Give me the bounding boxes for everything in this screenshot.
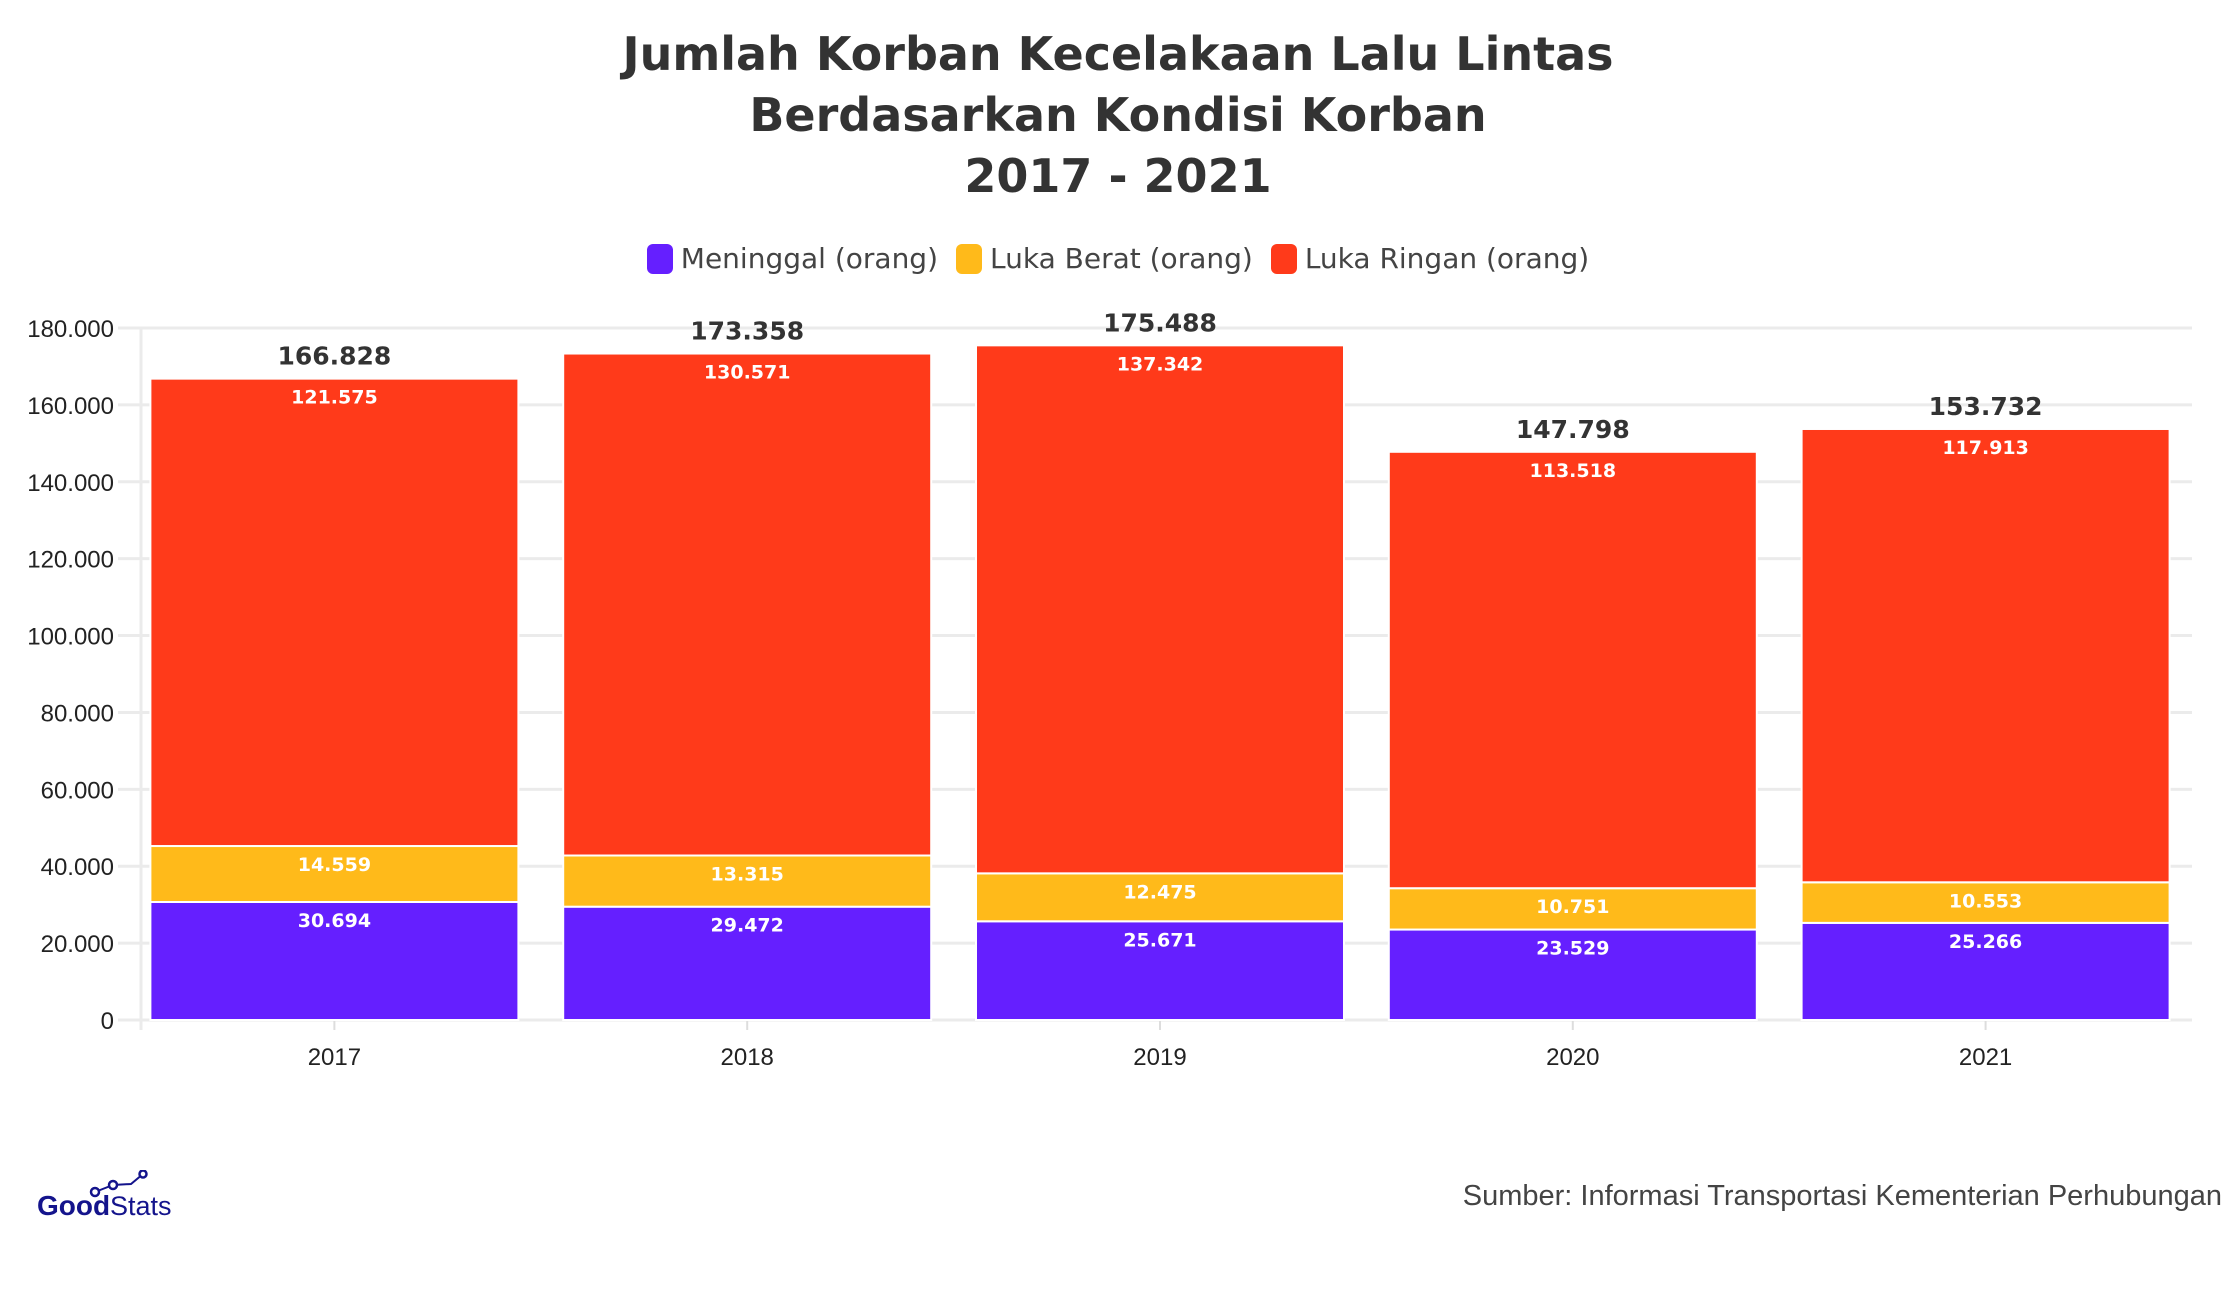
legend-label: Luka Berat (orang): [990, 242, 1253, 275]
data-label: 30.694: [298, 910, 371, 932]
bar-segment-2019-1: [975, 872, 1345, 923]
y-tick-label: 140.000: [27, 470, 114, 497]
stacked-bar-chart: 0 20.000 40.000 60.000 80.000 100.000 120.000 1…: [27, 308, 2192, 1071]
bar-segment-2017-2: [149, 377, 520, 848]
x-tick-label: 2020: [1546, 1044, 1599, 1071]
x-tick-label: 2018: [721, 1044, 774, 1071]
bar-segment-2019-2: [975, 344, 1345, 875]
legend-item-luka-ringan[interactable]: Luka Ringan (orang): [1270, 242, 1590, 275]
data-label: 12.475: [1123, 881, 1196, 903]
data-label: 10.751: [1536, 896, 1609, 918]
bar-segment-2020-1: [1387, 887, 1758, 931]
data-label: 121.575: [291, 387, 378, 409]
data-label: 25.671: [1123, 929, 1196, 951]
y-tick-label: 160.000: [27, 393, 114, 420]
legend-item-meninggal[interactable]: Meninggal (orang): [646, 242, 939, 275]
source-note: Sumber: Informasi Transportasi Kementeri…: [1462, 1180, 2222, 1212]
y-tick-label: 40.000: [41, 854, 114, 881]
total-label: 166.828: [277, 342, 391, 371]
title-line-2: Berdasarkan Kondisi Korban: [749, 88, 1487, 142]
title-line-3: 2017 - 2021: [964, 149, 1272, 203]
data-label: 23.529: [1536, 938, 1609, 960]
y-tick-label: 80.000: [41, 700, 114, 727]
y-tick-label: 100.000: [27, 624, 114, 651]
bar-segment-2021-2: [1800, 427, 2171, 884]
legend: Meninggal (orang) Luka Berat (orang) Luk…: [0, 242, 2236, 275]
x-tick-label: 2019: [1133, 1044, 1186, 1071]
bar-segment-2020-2: [1387, 450, 1758, 890]
title-line-1: Jumlah Korban Kecelakaan Lalu Lintas: [622, 27, 1614, 81]
y-tick-label: 20.000: [41, 931, 114, 958]
data-label: 29.472: [711, 915, 784, 937]
bar-segment-2018-1: [562, 854, 933, 908]
bar-segment-2019-0: [975, 920, 1345, 1021]
legend-label: Meninggal (orang): [680, 242, 939, 275]
y-tick-label: 120.000: [27, 547, 114, 574]
bar-segment-2018-0: [562, 905, 933, 1021]
data-label: 117.913: [1942, 437, 2029, 459]
data-label: 25.266: [1949, 931, 2022, 953]
data-label: 137.342: [1117, 353, 1204, 375]
x-tick-label: 2021: [1959, 1044, 2012, 1071]
total-label: 175.488: [1103, 308, 1217, 337]
y-tick-label: 180.000: [27, 316, 114, 343]
bar-segment-2021-0: [1800, 921, 2171, 1022]
legend-swatch: [956, 243, 983, 274]
bar-segment-2017-1: [149, 845, 520, 903]
bar-segment-2018-2: [562, 352, 933, 857]
svg-text:Stats: Stats: [110, 1191, 172, 1220]
bar-segment-2021-1: [1800, 881, 2171, 924]
total-label: 147.798: [1516, 415, 1630, 444]
bar-segment-2017-0: [149, 900, 520, 1021]
goodstats-logo: Good Stats: [37, 1169, 187, 1224]
data-label: 10.553: [1949, 890, 2022, 912]
svg-text:Good: Good: [37, 1190, 110, 1220]
legend-item-luka-berat[interactable]: Luka Berat (orang): [956, 242, 1253, 275]
legend-swatch: [646, 243, 673, 274]
x-tick-label: 2017: [308, 1044, 361, 1071]
chart-title: Jumlah Korban Kecelakaan Lalu Lintas Ber…: [0, 24, 2236, 207]
legend-label: Luka Ringan (orang): [1304, 242, 1590, 275]
total-label: 173.358: [690, 317, 804, 346]
data-label: 14.559: [298, 854, 371, 876]
bar-segment-2020-0: [1387, 928, 1758, 1021]
total-label: 153.732: [1929, 392, 2043, 421]
y-tick-label: 0: [101, 1008, 114, 1035]
data-label: 130.571: [704, 362, 791, 384]
data-label: 13.315: [711, 864, 784, 886]
y-tick-label: 60.000: [41, 777, 114, 804]
data-label: 113.518: [1530, 460, 1617, 482]
legend-swatch: [1270, 243, 1297, 274]
